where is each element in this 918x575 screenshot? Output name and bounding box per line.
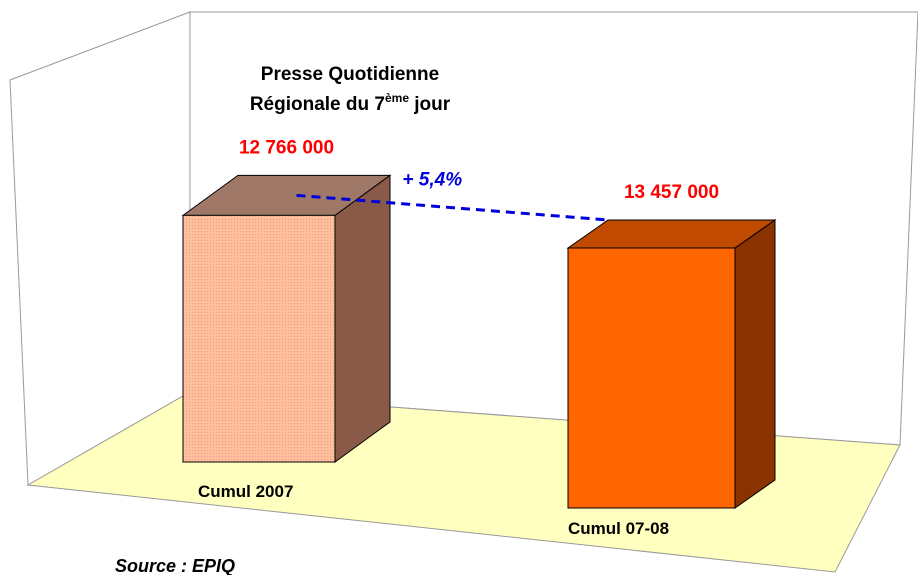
x-tick-label: Cumul 07-08	[568, 519, 669, 538]
value-label: 12 766 000	[239, 137, 334, 158]
annotation: + 5,4%	[402, 170, 462, 191]
source: Source : EPIQ	[115, 556, 235, 575]
bar-side	[334, 174, 391, 463]
value-label: 13 457 000	[624, 182, 719, 203]
x-tick-label: Cumul 2007	[198, 482, 293, 501]
bar-front	[182, 214, 336, 463]
chart-title: Presse Quotidienne	[261, 64, 439, 85]
bar	[181, 174, 392, 463]
bar-front	[567, 247, 736, 509]
trend-line	[296, 193, 609, 222]
bar-side	[734, 219, 776, 509]
bar	[566, 219, 777, 509]
chart-title: Régionale du 7ème jour	[250, 91, 451, 115]
